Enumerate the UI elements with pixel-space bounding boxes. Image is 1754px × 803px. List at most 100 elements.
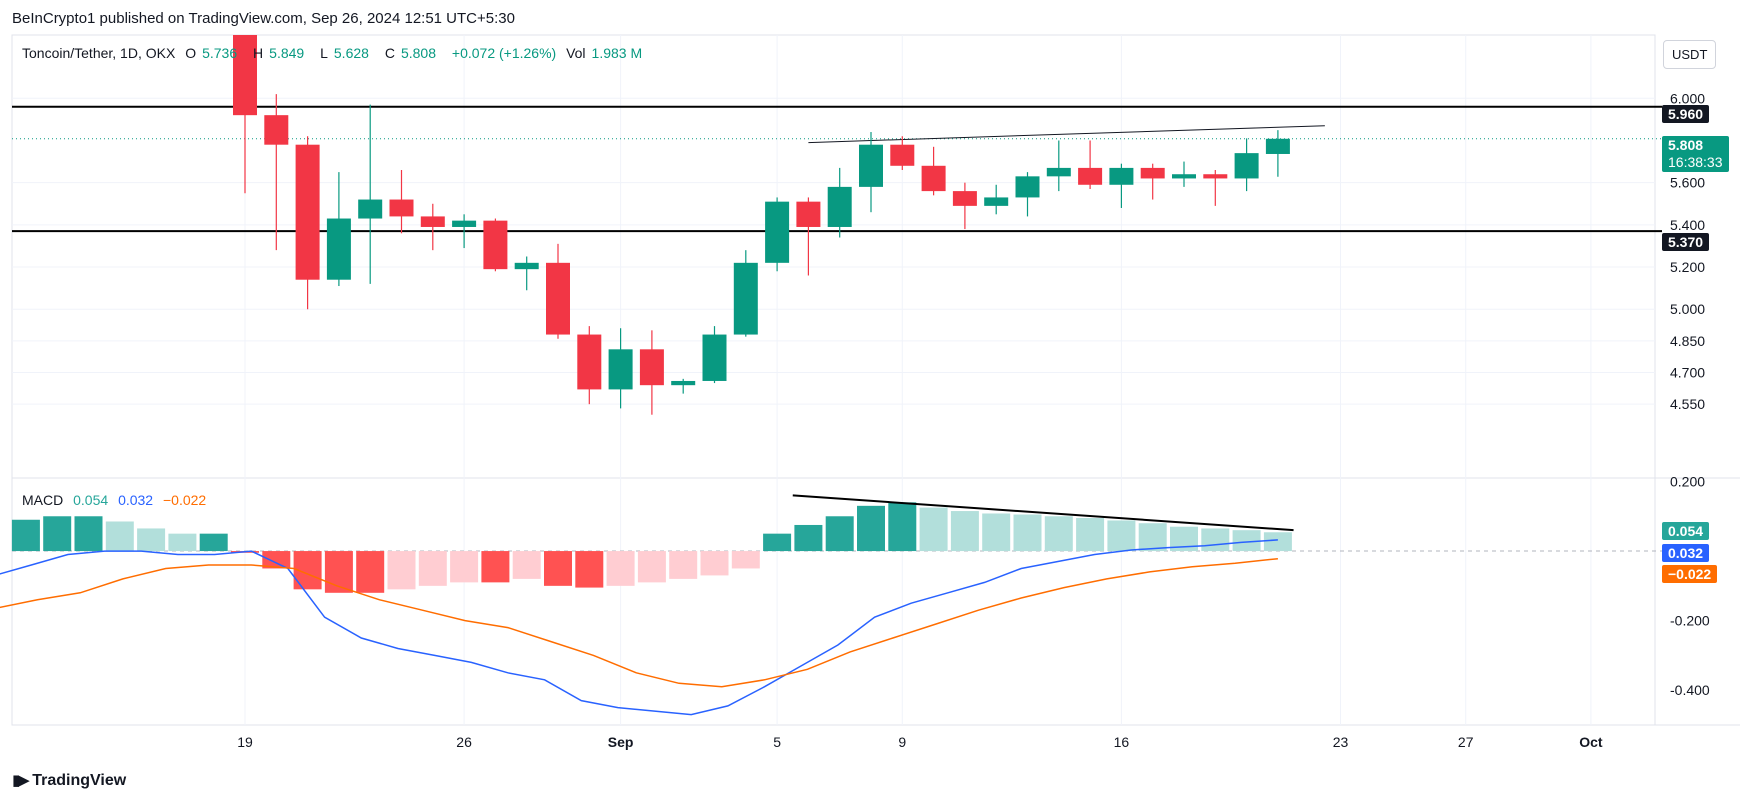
macd-histogram-bar (544, 551, 572, 586)
macd-histogram-bar (919, 507, 948, 552)
candle-body (452, 220, 477, 227)
x-tick-label: 9 (898, 734, 906, 750)
axes: 1926Sep59162327Oct76.0005.6005.4005.2005… (237, 90, 1710, 750)
macd-histogram-bar (481, 551, 510, 583)
x-tick-label: 27 (1458, 734, 1474, 750)
x-tick-label: 5 (773, 734, 781, 750)
macd-histogram-bar (700, 551, 729, 576)
countdown-value: 16:38:33 (1668, 154, 1723, 170)
candle-body (1265, 138, 1290, 154)
macd-histogram-bar (450, 551, 479, 583)
candle-body (1015, 176, 1040, 198)
open-value: O 5.736 (185, 45, 238, 61)
macd-histogram-bar (1201, 528, 1230, 552)
macd-histogram-bar (763, 533, 792, 552)
x-tick-label: 16 (1114, 734, 1130, 750)
macd-line-tag: 0.032 (1662, 544, 1710, 562)
macd-histogram-bar (825, 516, 854, 552)
candle-body (702, 334, 727, 381)
macd-histogram-bar (199, 533, 228, 552)
candle-body (827, 186, 852, 227)
candle-body (1078, 167, 1103, 185)
macd-histogram-bar (1138, 523, 1167, 552)
macd-histogram-bar (857, 505, 885, 552)
last-price-tag: 5.808 16:38:33 (1662, 136, 1729, 172)
candle-body (295, 144, 320, 280)
macd-histogram-bar (137, 528, 166, 552)
candle-body (608, 349, 633, 390)
macd-signal-tag: −0.022 (1662, 565, 1718, 583)
macd-title[interactable]: MACD (22, 492, 64, 508)
macd-hist-tag: 0.054 (1662, 522, 1710, 540)
candle-body (233, 35, 257, 116)
macd-histogram-bar (1044, 516, 1073, 552)
macd-pane[interactable] (0, 494, 1662, 716)
candle-body (921, 165, 946, 192)
candle-body (733, 262, 758, 335)
grid (11, 34, 1740, 726)
candle-body (765, 201, 790, 263)
macd-legend: MACD 0.054 0.032 −0.022 (22, 492, 212, 508)
level-tag-lower: 5.370 (1662, 233, 1710, 251)
macd-histogram-bar (105, 521, 134, 552)
x-tick-label: 26 (456, 734, 472, 750)
price-trendline (808, 125, 1325, 144)
candle-body (890, 144, 915, 166)
macd-histogram-bar (11, 519, 40, 552)
macd-histogram-bar (575, 551, 604, 588)
currency-button[interactable]: USDT (1663, 40, 1717, 69)
candle-body (1109, 167, 1134, 185)
macd-histogram-bar (606, 551, 635, 586)
x-tick-label: Sep (608, 734, 634, 750)
candle-body (326, 218, 351, 280)
macd-line-value: 0.032 (118, 492, 154, 508)
candle-body (639, 349, 664, 386)
macd-histogram-bar (1232, 530, 1261, 552)
tradingview-logo[interactable]: ▮▶ TradingView (12, 771, 126, 790)
macd-histogram-bar (731, 551, 760, 569)
price-tick-label: 6.000 (1670, 90, 1705, 106)
signal-line (0, 557, 1278, 688)
macd-histogram-bar (1263, 532, 1292, 552)
macd-tick-label: -0.400 (1670, 682, 1710, 698)
x-tick-label: 23 (1333, 734, 1349, 750)
candle-body (483, 220, 508, 270)
candle-body (389, 199, 414, 217)
candle-body (984, 197, 1009, 206)
candle-body (796, 201, 821, 227)
candle-body (577, 334, 602, 390)
macd-histogram-bar (387, 551, 416, 590)
candle-body (859, 144, 883, 187)
macd-histogram-bar (950, 511, 979, 552)
last-price-value: 5.808 (1668, 137, 1704, 153)
candle-body (1046, 167, 1071, 177)
price-pane[interactable] (12, 35, 1662, 415)
macd-histogram-bar (794, 524, 823, 552)
candle-body (514, 262, 539, 270)
macd-signal-value: −0.022 (163, 492, 207, 508)
macd-histogram-bar (669, 551, 698, 579)
candle-body (1172, 174, 1196, 179)
candle-body (671, 380, 696, 386)
candle-body (952, 191, 977, 206)
macd-histogram-bar (637, 551, 666, 583)
level-tag-upper: 5.960 (1662, 105, 1710, 123)
macd-histogram-bar (356, 551, 385, 593)
low-value: L 5.628 (320, 45, 369, 61)
price-tick-label: 5.600 (1670, 175, 1705, 191)
price-tick-label: 4.850 (1670, 333, 1705, 349)
macd-histogram-bar (1076, 518, 1105, 552)
macd-histogram-bar (1013, 514, 1042, 552)
macd-histogram-bar (1107, 520, 1136, 552)
macd-tick-label: 0.200 (1670, 473, 1705, 489)
macd-histogram-bar (74, 516, 103, 552)
candle-body (358, 199, 383, 219)
symbol-label[interactable]: Toncoin/Tether, 1D, OKX (22, 45, 176, 61)
macd-hist-value: 0.054 (73, 492, 109, 508)
candle-body (1234, 153, 1259, 179)
candle-body (1140, 167, 1165, 179)
candle-body (420, 216, 445, 227)
macd-trendline (792, 494, 1294, 532)
